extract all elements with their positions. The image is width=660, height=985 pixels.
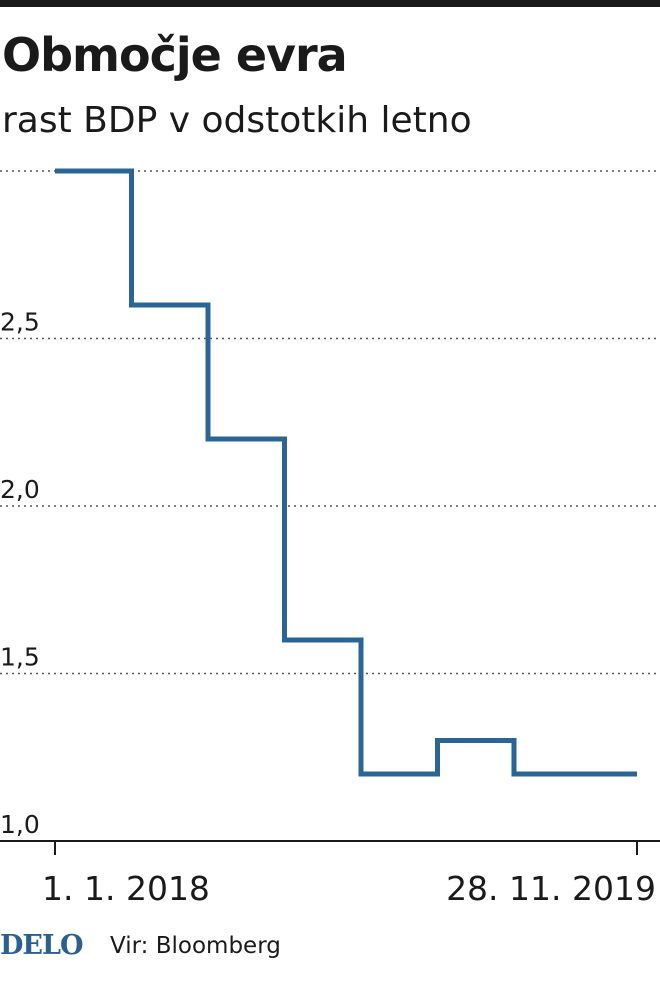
delo-logo: DELO [0, 930, 83, 961]
top-rule [0, 0, 660, 7]
chart-subtitle: rast BDP v odstotkih letno [2, 100, 472, 141]
gridlines [0, 170, 660, 675]
source-note: Vir: Bloomberg [110, 933, 281, 959]
x-tick-label: 1. 1. 2018 [42, 869, 210, 908]
y-tick-label: 1,0 [0, 810, 40, 839]
y-tick-label: 1,5 [0, 643, 40, 672]
x-ticks: 1. 1. 2018 28. 11. 2019 [42, 841, 656, 908]
y-tick-label: 2,5 [0, 308, 40, 337]
series-line [55, 168, 637, 777]
y-tick-label: 2,0 [0, 475, 40, 504]
gdp-growth-step-line [55, 168, 637, 777]
x-tick-label: 28. 11. 2019 [446, 869, 656, 908]
chart-title: Območje evra [2, 28, 348, 82]
y-tick-labels: 1,0 1,5 2,0 2,5 [0, 308, 40, 840]
